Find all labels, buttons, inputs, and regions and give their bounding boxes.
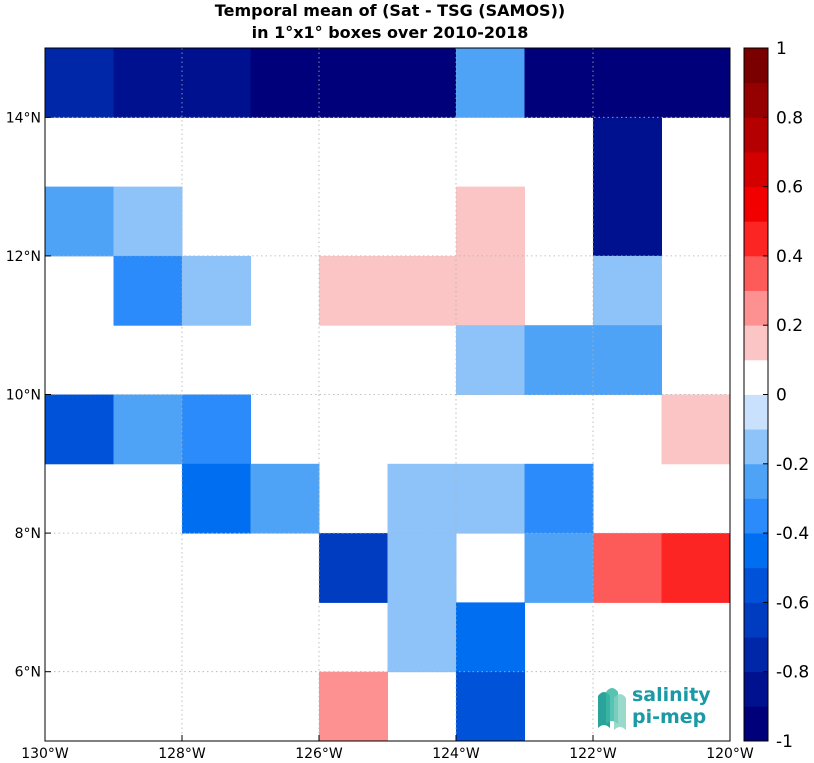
colorbar-swatch	[744, 498, 768, 534]
colorbar-swatch	[744, 533, 768, 569]
colorbar-swatch	[744, 186, 768, 222]
latitude-axis: 6°N 8°N 10°N 12°N 14°N	[6, 110, 51, 681]
logo-wave-icon	[598, 688, 626, 730]
grid-cell	[456, 602, 525, 673]
colorbar-label: 1	[776, 39, 787, 59]
grid-cell	[113, 186, 183, 257]
figure-title: Temporal mean of (Sat - TSG (SAMOS)) in …	[0, 0, 780, 44]
grid-cell	[456, 48, 525, 118]
grid-cell	[387, 463, 457, 534]
colorbar-label: -0.8	[776, 663, 809, 683]
grid-cell	[387, 255, 457, 326]
x-tick-label: 126°W	[295, 746, 343, 762]
colorbar-swatch	[744, 429, 768, 465]
title-line-1: Temporal mean of (Sat - TSG (SAMOS))	[214, 1, 566, 20]
x-tick-label: 120°W	[706, 746, 754, 762]
grid-cell	[250, 48, 320, 118]
grid-cell	[456, 325, 525, 395]
colorbar-swatch	[744, 117, 768, 153]
y-tick-label: 10°N	[6, 388, 41, 404]
logo-text-salinity: salinity	[632, 684, 711, 706]
grid-cell	[524, 533, 594, 603]
colorbar-label: 0.2	[776, 316, 803, 336]
grid-cell	[182, 255, 251, 326]
longitude-axis: 130°W 128°W 126°W 124°W 122°W 120°W	[21, 735, 754, 762]
colorbar-swatch	[744, 290, 768, 326]
colorbar-label: 0.6	[776, 178, 803, 198]
grid-cell	[593, 48, 662, 118]
colorbar-label: 0	[776, 386, 787, 406]
logo-text-pi-mep: pi-mep	[632, 706, 707, 728]
grid-cell	[524, 463, 594, 534]
grid-cell	[593, 255, 662, 326]
grid-cell	[661, 533, 731, 603]
colorbar-label: -0.6	[776, 593, 809, 613]
grid-cell	[319, 48, 388, 118]
colorbar-label: -0.2	[776, 455, 809, 475]
colorbar-swatch	[744, 706, 768, 742]
grid-cell	[661, 48, 731, 118]
grid-cell	[593, 186, 662, 257]
x-tick-label: 128°W	[158, 746, 206, 762]
grid-cell	[456, 463, 525, 534]
salinity-pi-mep-logo	[594, 684, 724, 734]
salinity-difference-cells	[45, 48, 731, 742]
grid-cell	[456, 186, 525, 257]
y-tick-label: 8°N	[15, 526, 41, 542]
grid-cell	[45, 186, 114, 257]
grid-cell	[319, 533, 388, 603]
x-tick-label: 124°W	[432, 746, 480, 762]
grid-cell	[45, 394, 114, 465]
colorbar-swatch	[744, 602, 768, 638]
title-line-2: in 1°x1° boxes over 2010-2018	[251, 23, 529, 42]
colorbar: 1 0.8 0.6 0.4 0.2 0 -0.2 -0.4 -0.6 -0.8 -1	[743, 39, 809, 752]
y-tick-label: 6°N	[15, 665, 41, 681]
grid-cell	[524, 48, 594, 118]
colorbar-label: 0.8	[776, 108, 803, 128]
grid-cell	[524, 325, 594, 395]
grid-cell	[593, 325, 662, 395]
grid-cell	[319, 671, 388, 742]
colorbar-swatch	[744, 671, 768, 707]
colorbar-swatch	[744, 463, 768, 499]
x-tick-label: 130°W	[21, 746, 69, 762]
colorbar-swatch	[744, 637, 768, 673]
colorbar-swatch	[744, 221, 768, 257]
grid-cell	[387, 602, 457, 673]
colorbar-swatch	[744, 359, 768, 395]
y-tick-label: 14°N	[6, 110, 41, 126]
grid-cell	[250, 463, 320, 534]
colorbar-label: -1	[776, 732, 793, 752]
y-tick-label: 12°N	[6, 249, 41, 265]
colorbar-swatch	[744, 82, 768, 118]
grid-cell	[593, 117, 662, 188]
grid-cell	[387, 48, 457, 118]
grid-cell	[182, 463, 251, 534]
grid-cell	[113, 48, 183, 118]
grid-cell	[387, 533, 457, 603]
grid-cell	[113, 255, 183, 326]
colorbar-label: 0.4	[776, 247, 803, 267]
colorbar-label: -0.4	[776, 524, 809, 544]
grid-cell	[456, 255, 525, 326]
grid-cell	[593, 533, 662, 603]
grid-cell	[456, 671, 525, 742]
grid-cell	[661, 394, 731, 465]
colorbar-swatch	[744, 325, 768, 361]
colorbar-swatch	[744, 48, 768, 84]
grid-cell	[182, 394, 251, 465]
colorbar-swatch	[744, 394, 768, 430]
x-tick-label: 122°W	[569, 746, 617, 762]
grid-cell	[113, 394, 183, 465]
colorbar-swatch	[744, 151, 768, 187]
colorbar-swatch	[744, 255, 768, 291]
colorbar-swatch	[744, 567, 768, 603]
grid-cell	[182, 48, 251, 118]
grid-cell	[319, 255, 388, 326]
grid-cell	[45, 48, 114, 118]
